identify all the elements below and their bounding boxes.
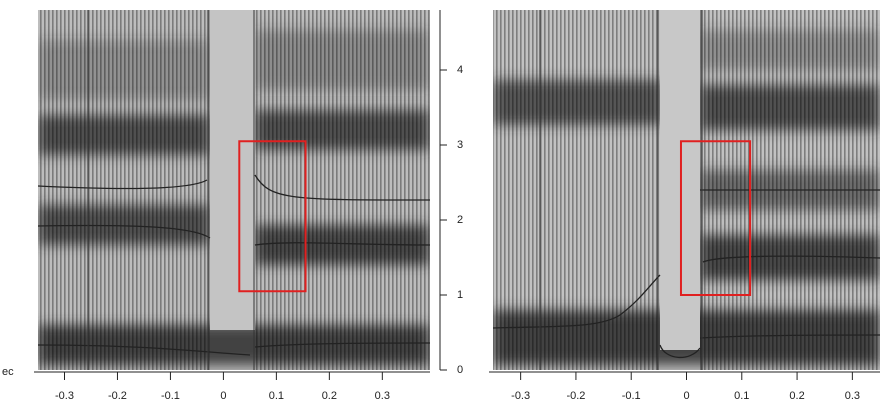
spectrogram-right: [493, 10, 880, 370]
y-tick-label: 2: [457, 214, 463, 226]
x-tick-label: 0.3: [375, 390, 390, 402]
x-tick-label: -0.3: [55, 390, 74, 402]
y-tick-label: 4: [457, 64, 463, 76]
x-tick-label: -0.1: [161, 390, 180, 402]
highlight-box: [238, 140, 307, 293]
x-tick-label: 0.2: [322, 390, 337, 402]
x-tick-label: -0.2: [108, 390, 127, 402]
highlight-box: [679, 140, 752, 296]
x-tick-label: 0.3: [845, 390, 860, 402]
spectrogram-left: [38, 10, 430, 370]
x-tick-label: -0.1: [622, 390, 641, 402]
y-tick-label: 0: [457, 364, 463, 376]
x-tick-label: 0: [220, 390, 226, 402]
x-tick-label: 0.2: [789, 390, 804, 402]
y-tick-label: 3: [457, 139, 463, 151]
y-tick-label: 1: [457, 289, 463, 301]
x-tick-label: 0.1: [734, 390, 749, 402]
time-unit-label: ec: [2, 366, 14, 378]
x-tick-label: 0: [683, 390, 689, 402]
x-tick-label: -0.3: [511, 390, 530, 402]
x-tick-label: 0.1: [269, 390, 284, 402]
x-tick-label: -0.2: [566, 390, 585, 402]
